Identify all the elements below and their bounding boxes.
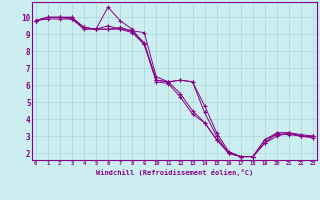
X-axis label: Windchill (Refroidissement éolien,°C): Windchill (Refroidissement éolien,°C)	[96, 169, 253, 176]
